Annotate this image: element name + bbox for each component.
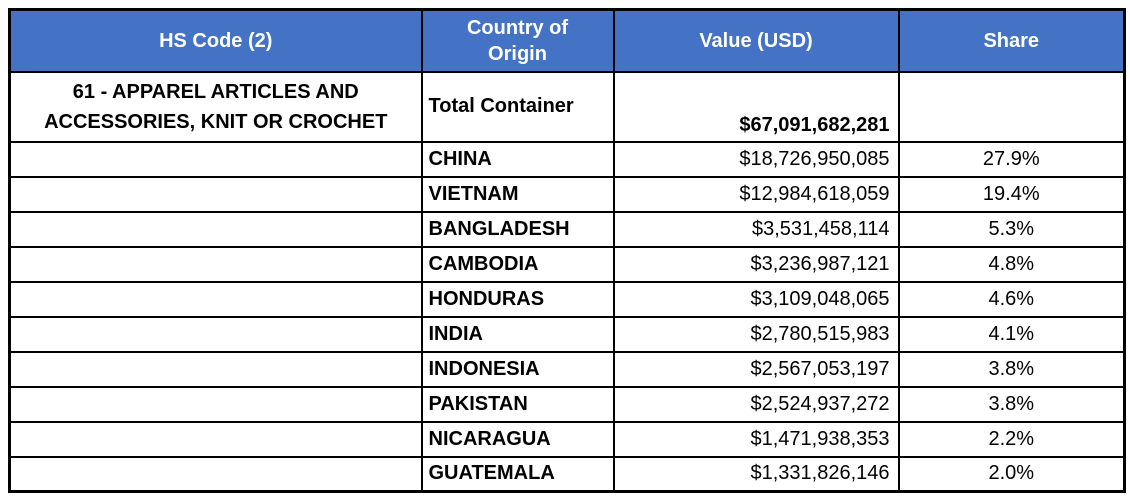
country-row: VIETNAM $12,984,618,059 19.4% — [8, 175, 1126, 213]
country-row: INDIA $2,780,515,983 4.1% — [8, 315, 1126, 353]
country-cell: HONDURAS — [420, 280, 615, 318]
trade-table-container: HS Code (2) Country of Origin Value (USD… — [8, 8, 1126, 493]
country-cell: INDONESIA — [420, 350, 615, 388]
hs-code-empty-cell — [8, 350, 423, 388]
share-cell: 5.3% — [897, 210, 1126, 248]
country-cell: VIETNAM — [420, 175, 615, 213]
country-cell: GUATEMALA — [420, 455, 615, 493]
hs-code-empty-cell — [8, 175, 423, 213]
share-cell: 19.4% — [897, 175, 1126, 213]
share-cell: 2.2% — [897, 420, 1126, 458]
total-row: 61 - APPAREL ARTICLES AND ACCESSORIES, K… — [8, 70, 1126, 143]
header-share: Share — [897, 8, 1126, 73]
total-value-cell: $67,091,682,281 — [612, 70, 900, 143]
country-row: HONDURAS $3,109,048,065 4.6% — [8, 280, 1126, 318]
hs-code-empty-cell — [8, 245, 423, 283]
hs-code-empty-cell — [8, 280, 423, 318]
value-cell: $3,531,458,114 — [612, 210, 900, 248]
total-share-cell — [897, 70, 1126, 143]
country-cell: CHINA — [420, 140, 615, 178]
hs-code-empty-cell — [8, 455, 423, 493]
share-cell: 27.9% — [897, 140, 1126, 178]
value-cell: $18,726,950,085 — [612, 140, 900, 178]
table-body: 61 - APPAREL ARTICLES AND ACCESSORIES, K… — [8, 70, 1126, 493]
country-row: CHINA $18,726,950,085 27.9% — [8, 140, 1126, 178]
value-cell: $12,984,618,059 — [612, 175, 900, 213]
share-cell: 3.8% — [897, 350, 1126, 388]
country-row: PAKISTAN $2,524,937,272 3.8% — [8, 385, 1126, 423]
country-row: BANGLADESH $3,531,458,114 5.3% — [8, 210, 1126, 248]
share-cell: 4.6% — [897, 280, 1126, 318]
hs-code-trade-table: HS Code (2) Country of Origin Value (USD… — [8, 8, 1126, 493]
hs-code-empty-cell — [8, 140, 423, 178]
value-cell: $3,109,048,065 — [612, 280, 900, 318]
hs-code-empty-cell — [8, 315, 423, 353]
value-cell: $2,780,515,983 — [612, 315, 900, 353]
value-cell: $2,524,937,272 — [612, 385, 900, 423]
hs-code-empty-cell — [8, 420, 423, 458]
country-cell: BANGLADESH — [420, 210, 615, 248]
country-cell: PAKISTAN — [420, 385, 615, 423]
hs-code-description-cell: 61 - APPAREL ARTICLES AND ACCESSORIES, K… — [8, 70, 423, 143]
country-cell: CAMBODIA — [420, 245, 615, 283]
header-row: HS Code (2) Country of Origin Value (USD… — [8, 8, 1126, 73]
header-value-usd: Value (USD) — [612, 8, 900, 73]
total-container-label-cell: Total Container — [420, 70, 615, 143]
header-hs-code: HS Code (2) — [8, 8, 423, 73]
value-cell: $1,471,938,353 — [612, 420, 900, 458]
header-country-of-origin: Country of Origin — [420, 8, 615, 73]
country-row: GUATEMALA $1,331,826,146 2.0% — [8, 455, 1126, 493]
value-cell: $2,567,053,197 — [612, 350, 900, 388]
hs-code-empty-cell — [8, 210, 423, 248]
country-row: CAMBODIA $3,236,987,121 4.8% — [8, 245, 1126, 283]
share-cell: 2.0% — [897, 455, 1126, 493]
country-row: NICARAGUA $1,471,938,353 2.2% — [8, 420, 1126, 458]
country-cell: NICARAGUA — [420, 420, 615, 458]
value-cell: $3,236,987,121 — [612, 245, 900, 283]
share-cell: 4.8% — [897, 245, 1126, 283]
country-cell: INDIA — [420, 315, 615, 353]
country-row: INDONESIA $2,567,053,197 3.8% — [8, 350, 1126, 388]
share-cell: 4.1% — [897, 315, 1126, 353]
value-cell: $1,331,826,146 — [612, 455, 900, 493]
share-cell: 3.8% — [897, 385, 1126, 423]
hs-code-empty-cell — [8, 385, 423, 423]
